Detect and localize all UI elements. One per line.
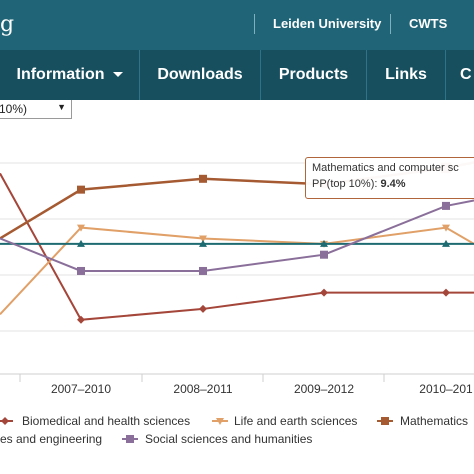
- chart-grid: [0, 162, 474, 382]
- x-axis-ticks: 2007–2010 2008–2011 2009–2012 2010–201: [51, 382, 473, 396]
- data-point: [442, 239, 450, 247]
- site-logo[interactable]: g: [0, 12, 15, 37]
- legend-label: Social sciences and humanities: [145, 432, 312, 446]
- legend-marker: [1, 417, 9, 425]
- data-point: [442, 288, 450, 297]
- data-point: [442, 224, 450, 232]
- nav-divider: [139, 50, 140, 100]
- nav-information-label: Information: [16, 66, 105, 83]
- nav-links-label: Links: [385, 66, 427, 83]
- x-tick-label: 2007–2010: [51, 382, 111, 396]
- nav-contact[interactable]: C: [460, 50, 474, 100]
- legend-label: Mathematics: [400, 414, 468, 428]
- main-nav: Information Downloads Products Links C: [0, 50, 474, 100]
- x-tick-label: 2009–2012: [294, 382, 354, 396]
- data-point: [199, 266, 207, 275]
- cwts-link[interactable]: CWTS: [409, 16, 448, 31]
- tooltip-field: Mathematics and computer sc: [312, 162, 459, 174]
- legend-marker: [381, 417, 389, 425]
- data-point: [77, 239, 85, 247]
- topbar-divider: [390, 14, 391, 34]
- data-point: [320, 239, 328, 247]
- data-point: [199, 235, 207, 243]
- data-point: [199, 239, 207, 247]
- chart-tooltip: Mathematics and computer sc PP(top 10%):…: [305, 157, 474, 199]
- legend-marker: [216, 418, 224, 425]
- chevron-down-icon: [112, 72, 123, 78]
- legend-item: Social sciences and humanities: [122, 432, 312, 446]
- nav-products-label: Products: [278, 66, 349, 83]
- legend-label: es and engineering: [0, 432, 102, 446]
- tooltip-metric-label: PP(top 10%):: [312, 178, 378, 190]
- series-line: [0, 172, 474, 321]
- nav-downloads-label: Downloads: [157, 66, 243, 83]
- legend-item: Biomedical and health sciences: [0, 414, 190, 428]
- data-point: [199, 174, 207, 183]
- chart-legend: Biomedical and health sciences Life and e…: [0, 414, 468, 446]
- legend-label: Biomedical and health sciences: [22, 414, 190, 428]
- data-point: [320, 250, 328, 259]
- data-point: [320, 288, 328, 297]
- nav-divider: [366, 50, 367, 100]
- nav-information[interactable]: Information: [0, 50, 139, 100]
- data-point: [77, 315, 85, 324]
- top-bar: g Leiden University CWTS: [0, 0, 474, 50]
- indicator-select[interactable]: 10%) ▼: [0, 100, 72, 119]
- tooltip-metric-value: 9.4%: [380, 178, 406, 190]
- dropdown-arrow-icon: ▼: [57, 102, 66, 112]
- nav-divider: [260, 50, 261, 100]
- chart-series: [0, 161, 474, 324]
- x-tick-label: 2008–2011: [173, 382, 233, 396]
- data-point: [77, 185, 85, 194]
- legend-item: Life and earth sciences: [212, 414, 357, 428]
- indicator-select-value: 10%): [0, 102, 28, 116]
- legend-marker: [126, 435, 134, 443]
- topbar-divider: [254, 14, 255, 34]
- x-tick-label: 2010–201: [419, 382, 473, 396]
- series-line: [0, 226, 474, 316]
- series-0: [0, 172, 474, 324]
- legend-item: es and engineering: [0, 432, 102, 446]
- leiden-university-link[interactable]: Leiden University: [273, 16, 382, 31]
- data-point: [199, 304, 207, 313]
- legend-item: Mathematics: [377, 414, 468, 428]
- nav-contact-label: C: [460, 66, 472, 83]
- nav-products[interactable]: Products: [261, 50, 366, 100]
- nav-divider: [445, 50, 446, 100]
- data-point: [77, 266, 85, 275]
- data-point: [77, 224, 85, 232]
- series-4: [0, 199, 474, 275]
- series-3: [0, 239, 474, 247]
- nav-links[interactable]: Links: [367, 50, 445, 100]
- data-point: [442, 201, 450, 210]
- nav-downloads[interactable]: Downloads: [140, 50, 260, 100]
- series-line: [0, 199, 474, 272]
- legend-label: Life and earth sciences: [234, 414, 357, 428]
